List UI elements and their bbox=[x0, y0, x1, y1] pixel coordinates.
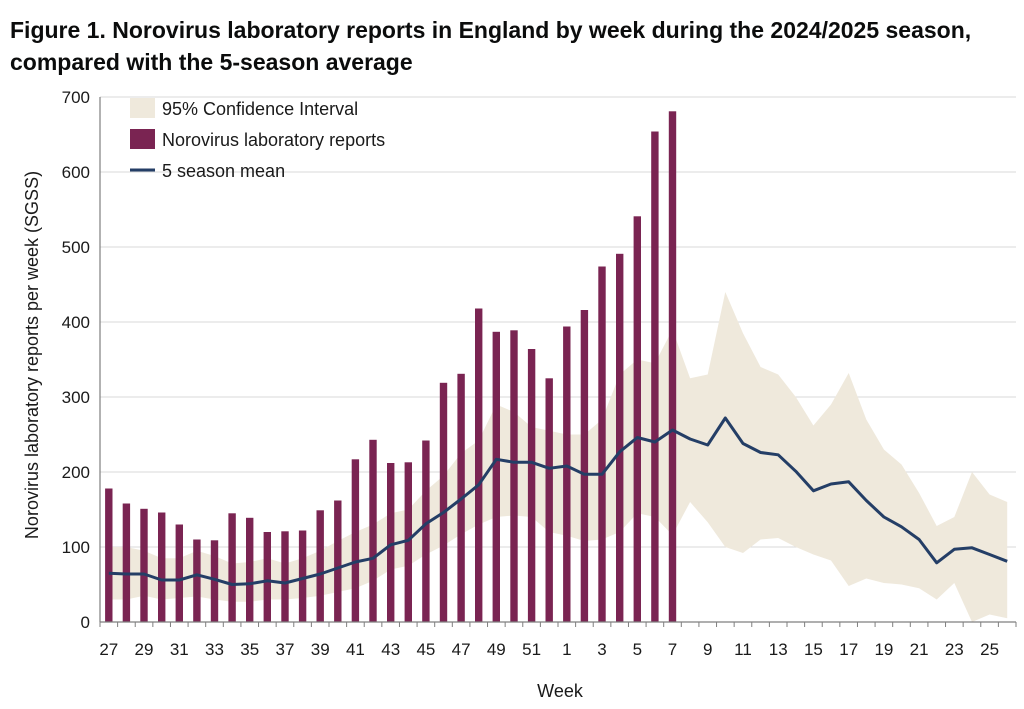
x-tick-label: 35 bbox=[240, 640, 259, 659]
legend-ci-label: 95% Confidence Interval bbox=[162, 99, 358, 119]
y-tick-label: 400 bbox=[62, 313, 90, 332]
legend: 95% Confidence Interval Norovirus labora… bbox=[130, 98, 385, 181]
x-tick-label: 7 bbox=[668, 640, 677, 659]
x-tick-label: 29 bbox=[135, 640, 154, 659]
y-tick-label: 600 bbox=[62, 163, 90, 182]
bar bbox=[545, 378, 553, 623]
x-axis-label: Week bbox=[537, 681, 584, 701]
bar bbox=[316, 510, 324, 623]
bar bbox=[422, 440, 430, 622]
bar bbox=[228, 513, 236, 623]
confidence-band bbox=[108, 292, 1008, 622]
x-tick-label: 33 bbox=[205, 640, 224, 659]
y-axis-label: Norovirus laboratory reports per week (S… bbox=[22, 171, 42, 539]
bar bbox=[527, 349, 536, 622]
bar bbox=[193, 539, 201, 622]
bar bbox=[263, 532, 271, 622]
bar bbox=[246, 517, 254, 623]
x-tick-label: 47 bbox=[452, 640, 471, 659]
bar bbox=[105, 488, 113, 622]
y-tick-label: 300 bbox=[62, 388, 90, 407]
ci-band-area bbox=[108, 292, 1008, 622]
x-tick-label: 15 bbox=[804, 640, 823, 659]
legend-bar-swatch bbox=[130, 129, 155, 149]
mean-line bbox=[108, 416, 1008, 586]
bar bbox=[598, 266, 606, 622]
x-tick-label: 1 bbox=[562, 640, 571, 659]
x-tick-label: 17 bbox=[839, 640, 858, 659]
bar bbox=[122, 503, 131, 622]
x-tick-label: 9 bbox=[703, 640, 712, 659]
axes bbox=[99, 97, 1017, 627]
bar bbox=[281, 531, 289, 623]
x-tick-label: 49 bbox=[487, 640, 506, 659]
y-tick-label: 0 bbox=[81, 613, 90, 632]
y-tick-label: 500 bbox=[62, 238, 90, 257]
x-tick-label: 43 bbox=[381, 640, 400, 659]
bar bbox=[633, 216, 641, 623]
figure-title: Figure 1. Norovirus laboratory reports i… bbox=[10, 17, 972, 75]
bar bbox=[334, 500, 342, 622]
x-tick-label: 31 bbox=[170, 640, 189, 659]
bar bbox=[387, 463, 395, 622]
bar bbox=[351, 459, 360, 623]
x-tick-label: 37 bbox=[276, 640, 295, 659]
x-tick-label: 27 bbox=[99, 640, 118, 659]
bar bbox=[475, 308, 483, 622]
x-tick-label: 39 bbox=[311, 640, 330, 659]
bar bbox=[298, 530, 307, 622]
bar bbox=[668, 111, 677, 623]
mean-line-path bbox=[108, 416, 1008, 586]
bar bbox=[210, 540, 219, 623]
x-tick-label: 3 bbox=[597, 640, 606, 659]
x-tick-label: 45 bbox=[416, 640, 435, 659]
legend-bar-label: Norovirus laboratory reports bbox=[162, 130, 385, 150]
y-tick-label: 100 bbox=[62, 538, 90, 557]
bar bbox=[580, 310, 589, 622]
x-tick-label: 19 bbox=[874, 640, 893, 659]
legend-line-label: 5 season mean bbox=[162, 161, 285, 181]
legend-ci-swatch bbox=[130, 98, 155, 118]
bar bbox=[510, 330, 518, 623]
x-tick-label: 25 bbox=[980, 640, 999, 659]
x-tick-label: 11 bbox=[734, 640, 752, 659]
x-tick-label: 21 bbox=[910, 640, 929, 659]
bar bbox=[616, 253, 624, 623]
x-tick-label: 13 bbox=[769, 640, 788, 659]
x-tick-label: 23 bbox=[945, 640, 964, 659]
bar bbox=[369, 439, 377, 623]
bar bbox=[158, 512, 166, 622]
bar bbox=[651, 131, 659, 622]
x-tick-label: 51 bbox=[522, 640, 541, 659]
y-tick-label: 200 bbox=[62, 463, 90, 482]
x-tick-label: 41 bbox=[346, 640, 365, 659]
bar bbox=[175, 524, 183, 622]
bars bbox=[105, 111, 677, 623]
bar bbox=[492, 331, 500, 623]
y-tick-label: 700 bbox=[62, 88, 90, 107]
bar bbox=[404, 462, 412, 623]
bar bbox=[563, 326, 571, 622]
bar bbox=[140, 508, 148, 623]
x-tick-label: 5 bbox=[633, 640, 642, 659]
bar bbox=[439, 382, 448, 623]
